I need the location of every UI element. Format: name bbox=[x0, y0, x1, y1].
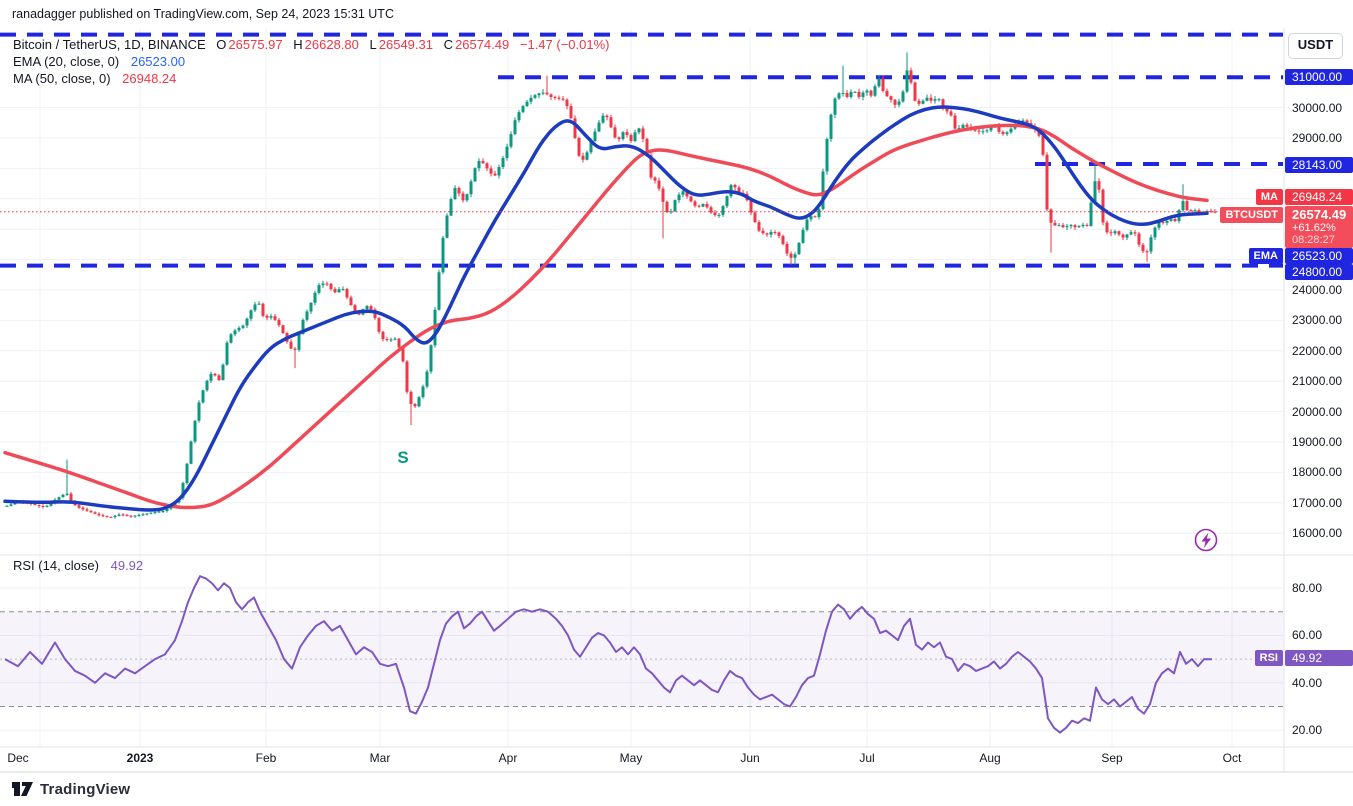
time-axis-month-label: Oct bbox=[1222, 751, 1242, 765]
rsi-legend-row: RSI (14, close) 49.92 bbox=[13, 558, 143, 573]
ema-label: EMA (20, close, 0) bbox=[13, 54, 120, 69]
time-axis-month-label: Aug bbox=[979, 751, 1001, 765]
last-price-axis-label: 26574.49 +61.62% 08:28:27 bbox=[1285, 206, 1353, 248]
tradingview-logo: TradingView bbox=[12, 780, 130, 798]
rsi-chart-tag: RSI bbox=[1254, 650, 1283, 666]
indicator-axis-label: 26523.00 bbox=[1285, 248, 1353, 264]
candles-layer bbox=[5, 52, 1217, 519]
ema-legend-row: EMA (20, close, 0) 26523.00 bbox=[13, 53, 610, 70]
level-axis-label: 31000.00 bbox=[1285, 69, 1353, 85]
price-tick-label: 19000.00 bbox=[1292, 435, 1343, 449]
ohlc-open-value: 26575.97 bbox=[228, 37, 283, 52]
rsi-line bbox=[4, 575, 1213, 734]
time-axis-month-label: Dec bbox=[7, 751, 29, 765]
price-tick-label: 23000.00 bbox=[1292, 313, 1343, 328]
ma-legend-row: MA (50, close, 0) 26948.24 bbox=[13, 70, 610, 87]
time-axis-month-label: Jul bbox=[859, 751, 875, 765]
ma50-line bbox=[3, 123, 1209, 510]
time-axis-month-label: Sep bbox=[1101, 751, 1123, 765]
symbol-title: Bitcoin / TetherUS, 1D, BINANCE bbox=[13, 37, 206, 52]
time-axis-month-label: May bbox=[619, 751, 643, 765]
ohlc-open-key: O bbox=[216, 37, 227, 52]
rsi-tick-label: 40.00 bbox=[1292, 675, 1323, 690]
ohlc-low-key: L bbox=[369, 37, 377, 52]
ma-chart-tag: MA bbox=[1255, 189, 1283, 205]
symbol-legend-row: Bitcoin / TetherUS, 1D, BINANCE O 26575.9… bbox=[13, 36, 610, 53]
rsi-label: RSI (14, close) bbox=[13, 558, 99, 573]
price-tick-label: 22000.00 bbox=[1292, 343, 1343, 358]
ma-value: 26948.24 bbox=[122, 71, 177, 86]
ohlc-close-key: C bbox=[443, 37, 454, 52]
price-tick-label: 16000.00 bbox=[1292, 526, 1343, 541]
level-axis-label: 28143.00 bbox=[1285, 157, 1353, 173]
symbol-price-tag: BTCUSDT bbox=[1220, 207, 1283, 223]
price-tick-label: 21000.00 bbox=[1292, 374, 1343, 389]
price-tick-label: 20000.00 bbox=[1292, 404, 1343, 419]
rsi-value: 49.92 bbox=[110, 558, 144, 573]
rsi-axis-label: 49.92 bbox=[1285, 650, 1353, 666]
rsi-tick-label: 20.00 bbox=[1292, 723, 1323, 738]
attribution-text: ranadagger published on TradingView.com,… bbox=[12, 7, 394, 21]
price-tick-label: 17000.00 bbox=[1292, 495, 1343, 510]
indicator-axis-label: 26948.24 bbox=[1285, 189, 1353, 205]
price-tick-label: 29000.00 bbox=[1292, 131, 1343, 145]
ema-value: 26523.00 bbox=[130, 54, 186, 69]
chart-legend: Bitcoin / TetherUS, 1D, BINANCE O 26575.9… bbox=[13, 36, 610, 87]
level-axis-label: 24800.00 bbox=[1285, 264, 1353, 280]
s-annotation: S bbox=[397, 448, 409, 467]
price-tick-label: 18000.00 bbox=[1292, 465, 1343, 480]
ohlc-high-key: H bbox=[293, 37, 303, 52]
rsi-tick-label: 80.00 bbox=[1292, 581, 1323, 595]
time-axis-month-label: 2023 bbox=[126, 751, 154, 765]
time-axis-month-label: Jun bbox=[740, 751, 760, 765]
rsi-tick-label: 60.00 bbox=[1292, 628, 1323, 643]
ohlc-close-value: 26574.49 bbox=[455, 37, 510, 52]
price-tick-label: 30000.00 bbox=[1292, 100, 1343, 115]
ema-chart-tag: EMA bbox=[1248, 248, 1283, 264]
ema20-line bbox=[3, 105, 1209, 512]
change-value: −1.47 (−0.01%) bbox=[519, 37, 610, 52]
tradingview-logo-text: TradingView bbox=[40, 780, 131, 798]
lightning-icon[interactable] bbox=[1194, 528, 1218, 552]
ma-label: MA (50, close, 0) bbox=[13, 71, 111, 86]
time-axis-month-label: Feb bbox=[255, 751, 277, 765]
time-axis-month-label: Mar bbox=[369, 751, 391, 765]
ohlc-low-value: 26549.31 bbox=[378, 37, 433, 52]
time-axis-month-label: Apr bbox=[498, 751, 518, 765]
ohlc-high-value: 26628.80 bbox=[304, 37, 359, 52]
currency-toggle-button[interactable]: USDT bbox=[1288, 33, 1343, 59]
price-tick-label: 24000.00 bbox=[1292, 283, 1343, 297]
tradingview-logo-icon bbox=[12, 782, 33, 796]
